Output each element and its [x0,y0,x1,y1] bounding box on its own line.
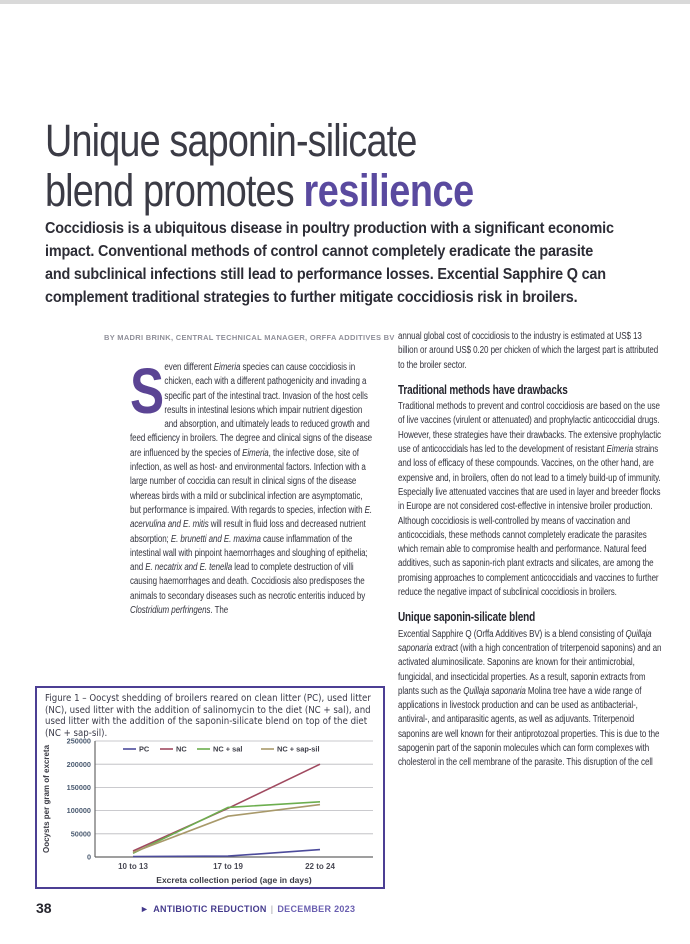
svg-text:NC + sal: NC + sal [213,745,242,754]
svg-text:17 to 19: 17 to 19 [213,862,243,871]
svg-text:NC + sap-sil: NC + sap-sil [277,745,320,754]
right-paragraph-1: annual global cost of coccidiosis to the… [398,331,659,371]
footer-arrow-icon: ► [140,904,150,914]
svg-text:0: 0 [87,853,91,862]
footer-section-label: ANTIBIOTIC REDUCTION [153,904,267,914]
dropcap: S [130,355,165,427]
title-line1: Unique saponin-silicate [45,115,417,167]
footer-separator: | [270,904,274,914]
section-heading-saponin-silicate-blend: Unique saponin-silicate blend [398,610,536,625]
svg-text:PC: PC [139,745,150,754]
title-line2: blend promotes [45,165,304,217]
intro-paragraph: Coccidiosis is a ubiquitous disease in p… [45,220,614,306]
svg-text:50000: 50000 [71,829,91,838]
svg-text:200000: 200000 [67,760,91,769]
svg-text:10 to 13: 10 to 13 [118,862,148,871]
footer-line: ► ANTIBIOTIC REDUCTION | DECEMBER 2023 [140,904,355,914]
footer-date: DECEMBER 2023 [277,904,356,914]
left-column-paragraph: even different Eimeria species can cause… [130,362,373,617]
top-divider-bar [0,0,690,4]
figure-chart: 0 50000 100000 150000 200000 250000 PC NC NC + s… [37,735,383,887]
page-number: 38 [36,900,52,916]
right-column: annual global cost of coccidiosis to the… [398,330,662,771]
svg-text:100000: 100000 [67,806,91,815]
title-accent-word: resilience [303,165,474,217]
left-column: S even different Eimeria species can cau… [130,355,374,618]
figure-caption: Figure 1 – Oocyst shedding of broilers r… [45,693,371,740]
svg-text:150000: 150000 [67,783,91,792]
section-heading-traditional-methods: Traditional methods have drawbacks [398,382,568,397]
figure-1-box: Figure 1 – Oocyst shedding of broilers r… [35,686,385,889]
svg-text:Oocysts per gram of excreta: Oocysts per gram of excreta [42,744,51,853]
svg-text:Excreta collection period (age: Excreta collection period (age in days) [156,875,312,885]
svg-text:250000: 250000 [67,737,91,746]
page-title: Unique saponin-silicate blend promotes r… [45,116,515,216]
right-paragraph-3: Excential Sapphire Q (Orffa Additives BV… [398,628,662,769]
right-paragraph-2: Traditional methods to prevent and contr… [398,401,661,599]
svg-text:NC: NC [176,745,187,754]
byline: BY MADRI BRINK, CENTRAL TECHNICAL MANAGE… [104,333,395,342]
svg-text:22 to 24: 22 to 24 [305,862,335,871]
